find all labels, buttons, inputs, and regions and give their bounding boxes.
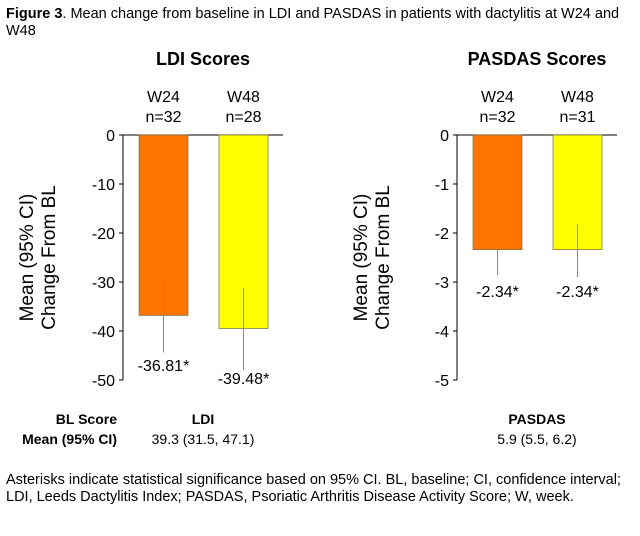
category-label: W48 <box>227 89 260 106</box>
y-tick-label: -4 <box>435 324 449 341</box>
bl-pasdas-value: 5.9 (5.5, 6.2) <box>497 431 576 447</box>
y-tick-label: -2 <box>435 226 449 243</box>
y-tick-label: -30 <box>92 275 115 292</box>
y-tick-label: -1 <box>435 177 449 194</box>
footnote: Asterisks indicate statistical significa… <box>6 472 621 505</box>
bl-ldi-name: LDI <box>192 411 215 427</box>
chart-title: LDI Scores <box>156 49 250 69</box>
y-tick-label: -40 <box>92 324 115 341</box>
bl-mean-label: Mean (95% CI) <box>22 431 117 447</box>
data-label: -2.34* <box>476 284 519 301</box>
category-label: W24 <box>481 89 514 106</box>
y-tick-label: -10 <box>92 177 115 194</box>
n-label: n=31 <box>559 109 595 126</box>
category-label: W24 <box>147 89 180 106</box>
chart-title: PASDAS Scores <box>468 49 607 69</box>
bl-ldi-value: 39.3 (31.5, 47.1) <box>152 431 255 447</box>
n-label: n=32 <box>479 109 515 126</box>
y-tick-label: -3 <box>435 275 449 292</box>
bl-pasdas-name: PASDAS <box>508 411 565 427</box>
y-tick-label: 0 <box>106 128 115 145</box>
category-label: W48 <box>561 89 594 106</box>
y-axis-label: Mean (95% CI)Change From BL <box>17 185 60 330</box>
y-tick-label: -5 <box>435 373 449 390</box>
y-axis-label: Mean (95% CI)Change From BL <box>351 185 394 330</box>
caption-text: . Mean change from baseline in LDI and P… <box>6 6 620 39</box>
data-label: -2.34* <box>556 284 599 301</box>
bl-score-label: BL Score <box>56 411 117 427</box>
y-tick-label: -20 <box>92 226 115 243</box>
n-label: n=28 <box>225 109 261 126</box>
y-tick-label: 0 <box>440 128 449 145</box>
y-tick-label: -50 <box>92 373 115 390</box>
data-label: -39.48* <box>218 371 270 388</box>
figure-caption: Figure 3. Mean change from baseline in L… <box>6 6 631 40</box>
n-label: n=32 <box>145 109 181 126</box>
figure-label: Figure 3 <box>6 6 63 22</box>
data-label: -36.81* <box>138 358 190 375</box>
